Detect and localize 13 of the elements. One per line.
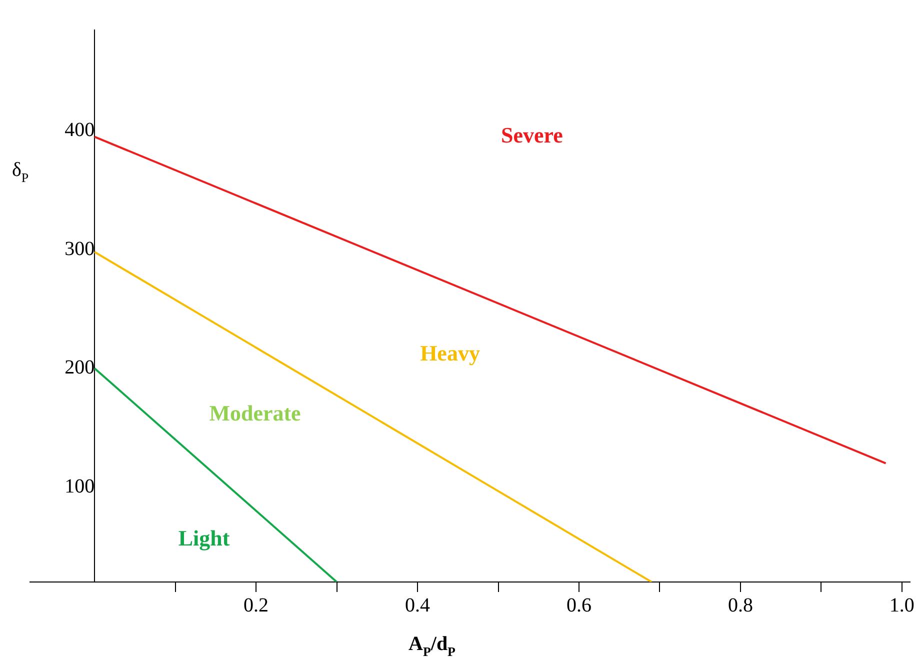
x-tick-label: 0.2 xyxy=(244,594,269,616)
annotation: Moderate xyxy=(209,400,302,426)
y-tick-label: 400 xyxy=(64,119,95,142)
text: 1.0 xyxy=(889,594,914,616)
x-tick-label: 0.4 xyxy=(405,594,430,616)
y-tick-label: 100 xyxy=(64,475,95,498)
annotation: Light xyxy=(178,526,230,551)
x-tick-label: 0.8 xyxy=(728,594,753,616)
x-tick-label: 0.6 xyxy=(566,594,592,616)
y-tick-label: 300 xyxy=(64,238,95,260)
annotation: Heavy xyxy=(420,340,480,366)
y-tick-label: 200 xyxy=(64,356,95,379)
annotation: Severe xyxy=(501,122,564,148)
